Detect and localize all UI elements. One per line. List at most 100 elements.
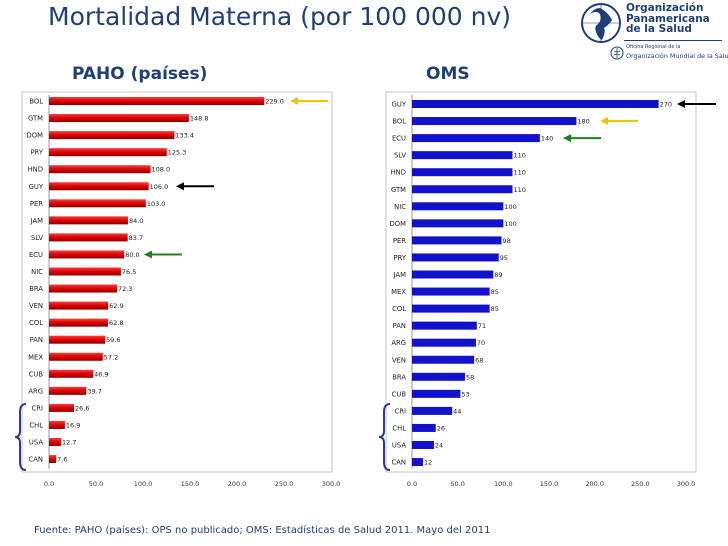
value-label: 95 [500,254,508,262]
value-label: 39.7 [87,387,101,395]
logo-name-line: Organización [626,2,704,14]
value-label: 24 [435,442,443,450]
bar [412,270,494,279]
category-label: CRI [395,407,406,415]
bar [49,301,109,310]
value-label: 62.9 [109,302,123,310]
value-label: 85 [491,288,499,296]
brace-icon [378,403,391,471]
category-label: DOM [390,220,407,228]
category-label: GUY [29,183,44,191]
x-tick-label: 0.0 [407,480,417,488]
bar [49,233,128,242]
value-label: 98 [503,237,511,245]
x-tick-label: 250.0 [631,480,650,488]
value-label: 103.0 [147,200,166,208]
bar [412,134,540,143]
bar [412,100,659,108]
category-label: BOL [29,98,43,106]
x-tick-label: 250.0 [275,480,294,488]
value-label: 62.8 [109,319,123,327]
category-label: ECU [392,135,406,143]
category-label: VEN [392,356,406,364]
x-tick-label: 100.0 [134,480,153,488]
x-tick-label: 150.0 [181,480,200,488]
value-label: 89 [494,271,502,279]
x-tick-label: 50.0 [89,480,103,488]
category-label: PER [30,200,43,208]
bar [49,455,57,464]
category-label: JAM [30,217,44,225]
bar [49,420,65,429]
category-label: CUB [392,390,407,398]
oms-chart-title: OMS [426,64,470,84]
category-label: ARG [28,387,43,395]
value-label: 133.4 [175,132,194,140]
bar [49,438,61,446]
value-label: 180 [577,118,589,126]
bar [412,219,504,228]
value-label: 53 [461,390,469,398]
x-tick-label: 300.0 [677,480,696,488]
category-label: USA [392,442,406,450]
category-label: ARG [391,339,406,347]
category-label: MEX [391,288,406,296]
category-label: PRY [30,149,43,157]
logo-name: Organización Panamericana de la Salud [626,3,710,35]
value-label: 12 [424,459,432,467]
value-label: 72.3 [118,285,132,293]
bar [412,151,513,160]
value-label: 44 [453,407,461,415]
category-label: GTM [28,115,43,123]
globe-icon [581,3,621,43]
x-tick-label: 50.0 [450,480,464,488]
value-label: 46.9 [94,370,108,378]
x-tick-label: 200.0 [228,480,247,488]
category-label: PRY [393,254,406,262]
bar [412,287,490,296]
bar [49,284,117,293]
value-label: 140 [541,135,553,143]
value-label: 71 [478,322,486,330]
category-label: SLV [394,152,406,160]
x-tick-label: 150.0 [540,480,559,488]
bar [412,441,434,449]
plot-frame [385,91,697,473]
category-label: CHL [392,424,406,432]
value-label: 270 [660,101,672,109]
bar [49,335,106,344]
green-arrow-icon [563,134,601,143]
who-emblem-icon [610,46,624,60]
value-label: 108.0 [152,166,171,174]
logo-name-line: de la Salud [626,23,692,35]
bar [49,267,121,276]
value-label: 85 [491,305,499,313]
value-label: 57.2 [104,353,118,361]
category-label: PER [393,237,406,245]
bar [49,97,265,105]
value-label: 16.9 [66,421,80,429]
oms-chart: 0.0 50.0 100.0 150.0 200.0 250.0 300.0 GUY 270 BO… [378,91,716,488]
bar [412,458,423,467]
category-label: USA [29,439,43,447]
bar [49,199,146,208]
bar [412,236,502,245]
value-label: 83.7 [129,234,143,242]
value-label: 110 [513,186,525,194]
value-label: 106.0 [150,183,169,191]
bar [49,250,125,259]
category-label: GTM [391,186,406,194]
category-label: PAN [393,322,406,330]
logo-subtitle-small: Oficina Regional de la [626,44,681,50]
category-label: CAN [392,459,406,467]
page-title: Mortalidad Materna (por 100 000 nv) [48,2,512,31]
value-label: 12.7 [62,439,76,447]
bar [412,389,461,398]
bar [412,406,453,415]
bar [49,114,189,123]
bar [412,372,465,381]
value-label: 100 [504,220,516,228]
x-tick-label: 0.0 [44,480,54,488]
category-label: HND [28,166,43,174]
